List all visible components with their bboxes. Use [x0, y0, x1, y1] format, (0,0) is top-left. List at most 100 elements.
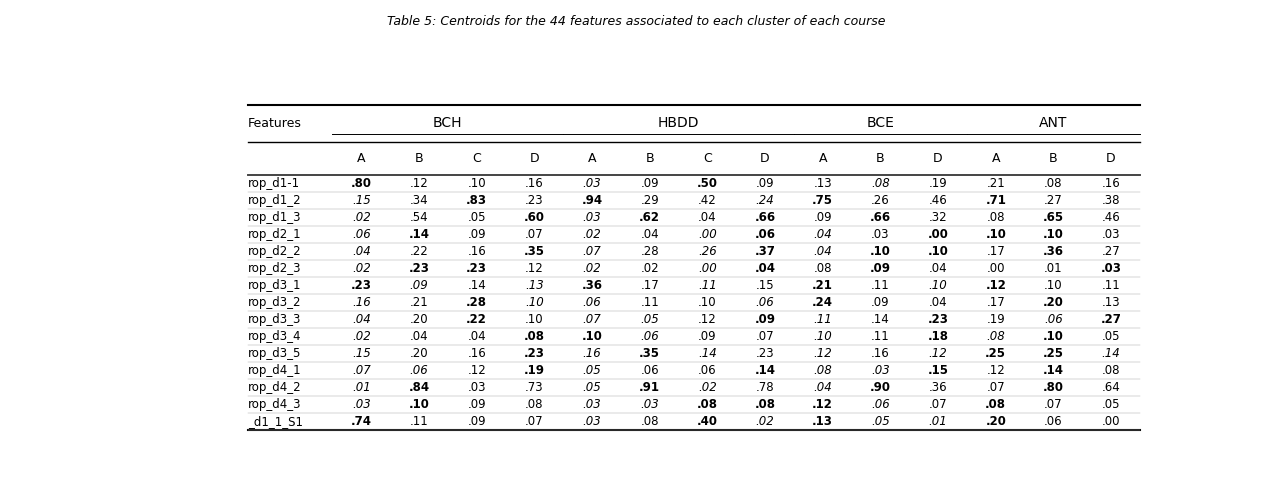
- Text: rop_d4_2: rop_d4_2: [248, 381, 301, 394]
- Text: .09: .09: [813, 211, 832, 224]
- Text: .12: .12: [467, 364, 486, 377]
- Text: .01: .01: [1044, 262, 1062, 275]
- Text: .66: .66: [754, 211, 776, 224]
- Text: .04: .04: [813, 381, 832, 394]
- Text: .36: .36: [929, 381, 948, 394]
- Text: .83: .83: [466, 194, 487, 207]
- Text: .06: .06: [754, 228, 776, 241]
- Text: rop_d3_4: rop_d3_4: [248, 330, 301, 343]
- Text: .75: .75: [813, 194, 833, 207]
- Text: .10: .10: [1043, 330, 1063, 343]
- Text: .10: .10: [813, 330, 832, 343]
- Text: .09: .09: [754, 313, 776, 326]
- Text: .05: .05: [583, 381, 602, 394]
- Text: .32: .32: [929, 211, 948, 224]
- Text: rop_d3_3: rop_d3_3: [248, 313, 301, 326]
- Text: .07: .07: [1044, 398, 1062, 411]
- Text: .02: .02: [640, 262, 659, 275]
- Text: BCE: BCE: [866, 116, 894, 130]
- Text: .08: .08: [986, 330, 1005, 343]
- Text: .35: .35: [639, 347, 660, 360]
- Text: .13: .13: [813, 177, 832, 189]
- Text: .94: .94: [581, 194, 603, 207]
- Text: .19: .19: [986, 313, 1005, 326]
- Text: .05: .05: [1102, 330, 1121, 343]
- Text: rop_d2_3: rop_d2_3: [248, 262, 301, 275]
- Text: .10: .10: [927, 245, 949, 258]
- Text: .08: .08: [813, 262, 832, 275]
- Text: .11: .11: [640, 296, 659, 309]
- Text: .10: .10: [1044, 279, 1062, 292]
- Text: .80: .80: [1043, 381, 1063, 394]
- Text: .22: .22: [410, 245, 429, 258]
- Text: .23: .23: [927, 313, 949, 326]
- Text: _d1_1_S1: _d1_1_S1: [248, 415, 303, 428]
- Text: Table 5: Centroids for the 44 features associated to each cluster of each course: Table 5: Centroids for the 44 features a…: [387, 15, 885, 28]
- Text: .06: .06: [410, 364, 429, 377]
- Text: .08: .08: [525, 398, 543, 411]
- Text: .09: .09: [467, 398, 486, 411]
- Text: .16: .16: [525, 177, 543, 189]
- Text: .28: .28: [640, 245, 659, 258]
- Text: .11: .11: [813, 313, 832, 326]
- Text: .03: .03: [640, 398, 659, 411]
- Text: .16: .16: [871, 347, 889, 360]
- Text: .71: .71: [986, 194, 1006, 207]
- Text: .08: .08: [524, 330, 544, 343]
- Text: rop_d1_2: rop_d1_2: [248, 194, 301, 207]
- Text: A: A: [818, 152, 827, 165]
- Text: C: C: [472, 152, 481, 165]
- Text: .54: .54: [410, 211, 429, 224]
- Text: .09: .09: [871, 296, 889, 309]
- Text: .10: .10: [1043, 228, 1063, 241]
- Text: .22: .22: [467, 313, 487, 326]
- Text: .10: .10: [698, 296, 716, 309]
- Text: .05: .05: [467, 211, 486, 224]
- Text: .27: .27: [1044, 194, 1062, 207]
- Text: .17: .17: [986, 245, 1005, 258]
- Text: .09: .09: [756, 177, 775, 189]
- Text: .02: .02: [352, 211, 370, 224]
- Text: .14: .14: [871, 313, 889, 326]
- Text: .07: .07: [929, 398, 948, 411]
- Text: .35: .35: [524, 245, 544, 258]
- Text: .04: .04: [754, 262, 776, 275]
- Text: .38: .38: [1102, 194, 1121, 207]
- Text: .04: .04: [813, 245, 832, 258]
- Text: .25: .25: [1043, 347, 1063, 360]
- Text: .27: .27: [1100, 313, 1122, 326]
- Text: .04: .04: [467, 330, 486, 343]
- Text: .14: .14: [754, 364, 776, 377]
- Text: .14: .14: [1043, 364, 1063, 377]
- Text: .34: .34: [410, 194, 429, 207]
- Text: .26: .26: [698, 245, 716, 258]
- Text: A: A: [357, 152, 365, 165]
- Text: .03: .03: [583, 177, 602, 189]
- Text: D: D: [934, 152, 943, 165]
- Text: .80: .80: [351, 177, 371, 189]
- Text: .00: .00: [927, 228, 949, 241]
- Text: .09: .09: [870, 262, 890, 275]
- Text: .07: .07: [756, 330, 775, 343]
- Text: .06: .06: [583, 296, 602, 309]
- Text: .65: .65: [1043, 211, 1063, 224]
- Text: .24: .24: [756, 194, 775, 207]
- Text: .21: .21: [410, 296, 429, 309]
- Text: .00: .00: [698, 262, 716, 275]
- Text: .00: .00: [1102, 415, 1121, 428]
- Text: .08: .08: [813, 364, 832, 377]
- Text: .23: .23: [351, 279, 371, 292]
- Text: .08: .08: [1044, 177, 1062, 189]
- Text: .02: .02: [583, 228, 602, 241]
- Text: .07: .07: [525, 415, 543, 428]
- Text: BCH: BCH: [432, 116, 463, 130]
- Text: .18: .18: [927, 330, 949, 343]
- Text: .11: .11: [698, 279, 716, 292]
- Text: .03: .03: [352, 398, 370, 411]
- Text: .04: .04: [698, 211, 716, 224]
- Text: .05: .05: [640, 313, 659, 326]
- Text: rop_d3_5: rop_d3_5: [248, 347, 301, 360]
- Text: .02: .02: [583, 262, 602, 275]
- Text: .03: .03: [467, 381, 486, 394]
- Text: .03: .03: [583, 415, 602, 428]
